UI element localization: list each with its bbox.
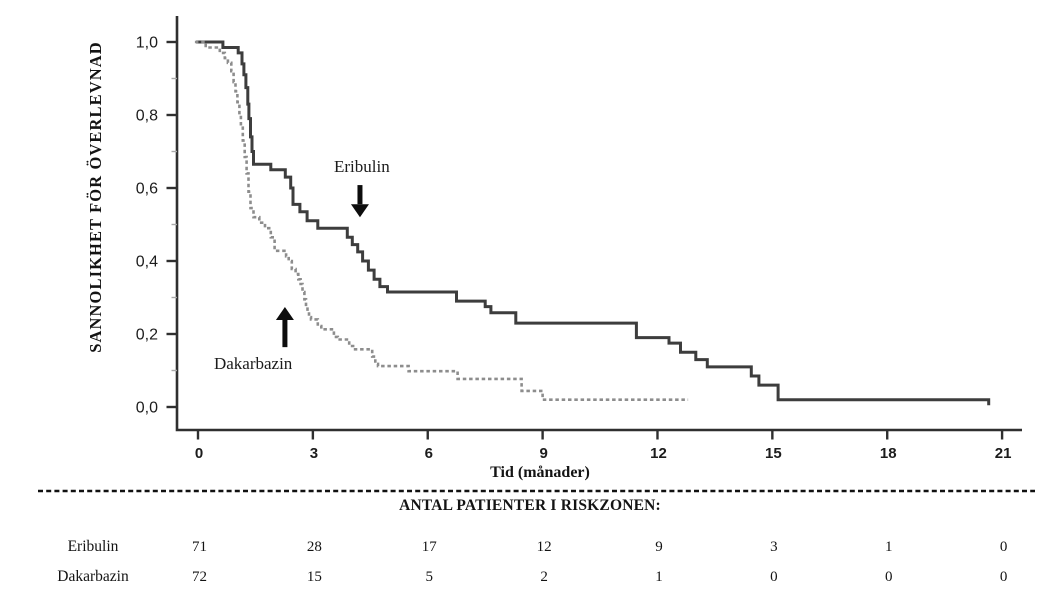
y-axis-title: SANNOLIKHET FÖR ÖVERLEVNAD — [86, 41, 105, 353]
y-tick-label: 0,2 — [136, 327, 158, 344]
y-tick-label: 0,6 — [136, 181, 158, 198]
down-arrowhead-icon — [350, 204, 369, 218]
risk-value-dakarbazin-m18: 0 — [884, 569, 893, 585]
x-tick-label: 3 — [310, 445, 318, 462]
risk-value-dakarbazin-m21: 0 — [999, 569, 1008, 585]
risk-row-label-dakarbazin: Dakarbazin — [57, 568, 129, 585]
risk-value-dakarbazin-m3: 15 — [306, 569, 322, 585]
risk-value-eribulin-m9: 12 — [536, 539, 552, 555]
curve-label-dakarbazin: Dakarbazin — [214, 354, 293, 373]
risk-value-eribulin-m15: 3 — [770, 539, 778, 555]
x-tick-label: 12 — [650, 445, 667, 462]
risk-value-eribulin-m6: 17 — [421, 539, 437, 555]
risk-value-eribulin-m0: 71 — [192, 539, 207, 555]
x-tick-label: 0 — [195, 445, 203, 462]
risk-value-dakarbazin-m12: 1 — [655, 569, 663, 585]
risk-value-eribulin-m18: 1 — [884, 539, 893, 555]
y-tick-label: 1,0 — [136, 35, 158, 52]
curve-dakarbazin — [194, 40, 689, 401]
y-tick-label: 0,4 — [136, 254, 158, 271]
risk-value-eribulin-m3: 28 — [306, 539, 322, 555]
axis-spine — [175, 16, 1022, 432]
x-tick-label: 21 — [995, 445, 1012, 462]
risk-value-dakarbazin-m15: 0 — [770, 569, 778, 585]
x-tick-label: 18 — [880, 445, 897, 462]
x-tick-label: 15 — [765, 445, 782, 462]
x-tick-label: 6 — [425, 445, 433, 462]
y-tick-label: 0,0 — [136, 400, 158, 417]
curve-label-eribulin: Eribulin — [334, 157, 390, 176]
risk-value-dakarbazin-m9: 2 — [540, 569, 548, 585]
x-tick-label: 9 — [539, 445, 547, 462]
risk-value-dakarbazin-m6: 5 — [425, 569, 433, 585]
risk-value-eribulin-m21: 0 — [999, 539, 1008, 555]
up-arrowhead-icon — [275, 306, 294, 320]
x-axis-title: Tid (månader) — [490, 464, 590, 481]
risk-value-dakarbazin-m0: 72 — [192, 569, 207, 585]
y-tick-label: 0,8 — [136, 108, 158, 125]
risk-row-label-eribulin: Eribulin — [67, 538, 119, 555]
risk-value-eribulin-m12: 9 — [655, 539, 663, 555]
curve-eribulin — [196, 40, 991, 406]
risk-table-header: ANTAL PATIENTER I RISKZONEN: — [399, 497, 661, 514]
